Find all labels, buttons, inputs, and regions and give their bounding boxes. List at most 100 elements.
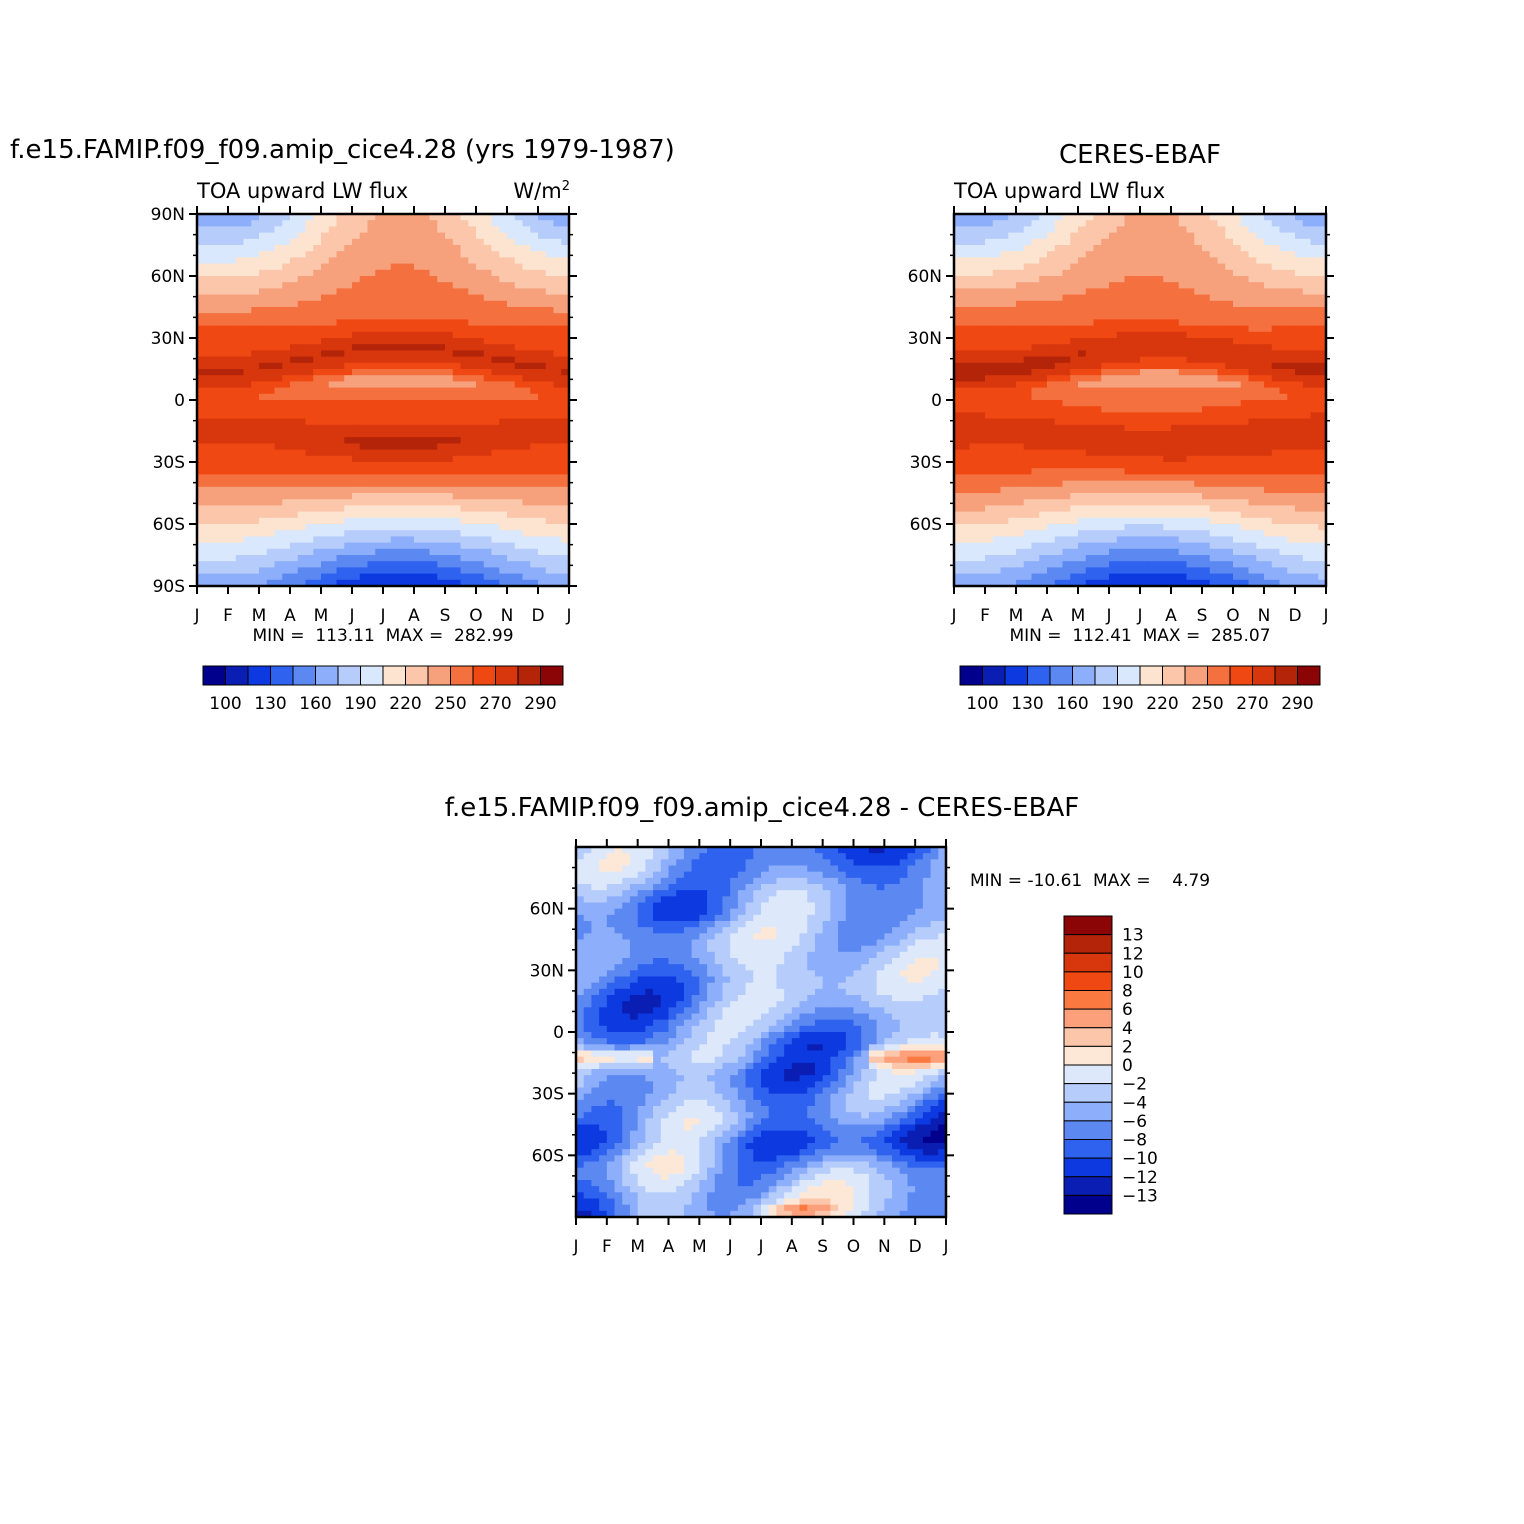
heatmap-cell (1016, 462, 1025, 469)
heatmap-cell (1000, 251, 1009, 258)
heatmap-cell (1302, 356, 1312, 364)
heatmap-cell (992, 406, 1002, 413)
heatmap-cell (545, 319, 555, 327)
heatmap-cell (1132, 443, 1141, 451)
heatmap-cell (1109, 257, 1118, 265)
heatmap-cell (259, 561, 268, 568)
heatmap-cell (204, 455, 214, 463)
heatmap-cell (1093, 325, 1102, 333)
heatmap-cell (1186, 443, 1195, 451)
heatmap-cell (274, 300, 283, 308)
heatmap-cell (243, 567, 252, 575)
heatmap-cell (1109, 344, 1118, 351)
heatmap-cell (274, 331, 283, 339)
heatmap-cell (1233, 245, 1242, 252)
heatmap-cell (483, 288, 493, 296)
heatmap-cell (514, 245, 524, 252)
colorbar-box (270, 665, 294, 686)
heatmap-cell (522, 437, 531, 444)
heatmap-cell (266, 331, 276, 339)
heatmap-cell (1140, 449, 1149, 457)
heatmap-cell (406, 530, 415, 537)
heatmap-cell (499, 288, 508, 296)
heatmap-cell (522, 338, 531, 345)
heatmap-cell (1202, 220, 1211, 227)
heatmap-cell (491, 474, 500, 482)
heatmap-cell (336, 449, 345, 457)
heatmap-cell (305, 462, 314, 469)
heatmap-cell (961, 455, 971, 463)
heatmap-cell (452, 455, 462, 463)
heatmap-cell (507, 511, 516, 519)
heatmap-cell (522, 424, 531, 432)
heatmap-cell (1225, 431, 1234, 438)
heatmap-cell (1186, 462, 1195, 469)
heatmap-cell (390, 362, 400, 370)
heatmap-cell (352, 251, 361, 258)
heatmap-cell (290, 437, 299, 444)
heatmap-cell (266, 579, 276, 587)
heatmap-cell (251, 548, 260, 556)
heatmap-cell (414, 325, 423, 333)
heatmap-cell (197, 381, 206, 389)
heatmap-cell (1202, 257, 1211, 265)
heatmap-cell (352, 486, 361, 494)
heatmap-cell (1093, 319, 1102, 327)
heatmap-cell (1070, 412, 1079, 420)
heatmap-cell (1271, 443, 1281, 451)
heatmap-cell (313, 536, 322, 544)
heatmap-cell (383, 530, 392, 537)
heatmap-cell (1248, 269, 1257, 277)
heatmap-cell (406, 443, 415, 451)
heatmap-cell (1140, 282, 1149, 289)
heatmap-cell (383, 548, 392, 556)
heatmap-cell (375, 356, 384, 364)
heatmap-cell (243, 325, 252, 333)
heatmap-cell (1225, 257, 1234, 265)
heatmap-cell (328, 474, 338, 482)
heatmap-cell (290, 400, 299, 407)
heatmap-cell (220, 375, 229, 382)
heatmap-cell (421, 263, 431, 271)
heatmap-cell (297, 263, 307, 271)
heatmap-cell (1202, 325, 1211, 333)
heatmap-cell (468, 437, 477, 444)
heatmap-cell (1318, 276, 1327, 283)
heatmap-cell (1101, 257, 1110, 265)
heatmap-cell (313, 511, 322, 519)
heatmap-cell (1240, 325, 1250, 333)
heatmap-cell (1264, 369, 1273, 376)
heatmap-cell (1062, 263, 1071, 271)
heatmap-cell (336, 338, 345, 345)
heatmap-cell (538, 431, 547, 438)
heatmap-cell (545, 468, 555, 475)
heatmap-cell (530, 381, 539, 389)
heatmap-cell (243, 331, 252, 339)
heatmap-cell (421, 480, 431, 488)
heatmap-cell (212, 437, 221, 444)
heatmap-cell (507, 474, 516, 482)
heatmap-cell (1070, 263, 1079, 271)
heatmap-cell (561, 294, 570, 302)
heatmap-cell (197, 573, 206, 581)
heatmap-cell (1023, 226, 1033, 234)
heatmap-cell (1000, 387, 1009, 395)
heatmap-cell (1085, 400, 1095, 407)
heatmap-cell (985, 232, 994, 240)
heatmap-cell (522, 517, 531, 525)
heatmap-cell (1016, 455, 1025, 463)
heatmap-cell (305, 344, 314, 351)
heatmap-cell (437, 251, 446, 258)
heatmap-cell (290, 245, 299, 252)
heatmap-cell (359, 474, 369, 482)
heatmap-cell (429, 387, 438, 395)
heatmap-cell (197, 511, 206, 519)
heatmap-cell (491, 226, 500, 234)
heatmap-cell (375, 517, 384, 525)
heatmap-cell (468, 493, 477, 500)
heatmap-cell (514, 567, 524, 575)
heatmap-cell (1132, 313, 1141, 320)
heatmap-cell (1233, 462, 1242, 469)
heatmap-cell (328, 406, 338, 413)
heatmap-cell (421, 356, 431, 364)
